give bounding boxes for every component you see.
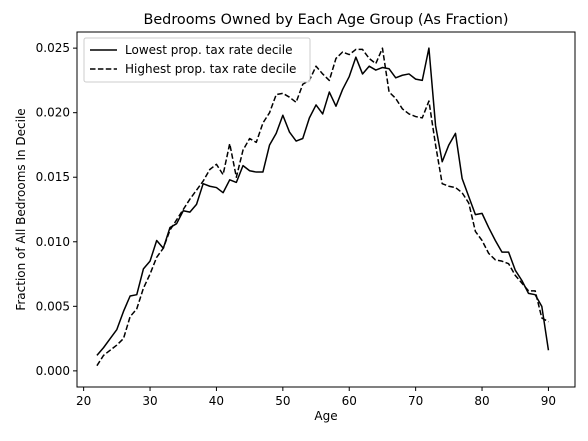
x-tick-label: 30 bbox=[142, 394, 157, 408]
y-tick-label: 0.025 bbox=[36, 41, 70, 55]
x-axis-label: Age bbox=[314, 409, 337, 423]
y-tick-label: 0.005 bbox=[36, 299, 70, 313]
x-tick-label: 20 bbox=[76, 394, 91, 408]
x-tick-label: 70 bbox=[408, 394, 423, 408]
x-tick-label: 80 bbox=[474, 394, 489, 408]
chart-title: Bedrooms Owned by Each Age Group (As Fra… bbox=[143, 12, 508, 28]
series-line-highest-decile bbox=[96, 47, 549, 367]
legend-label-lowest-decile: Lowest prop. tax rate decile bbox=[125, 43, 292, 57]
y-axis-label: Fraction of All Bedrooms In Decile bbox=[14, 108, 28, 310]
plot-area-frame bbox=[76, 31, 576, 388]
x-axis: 20 30 40 50 60 70 80 90 bbox=[76, 387, 556, 408]
x-tick-label: 60 bbox=[342, 394, 357, 408]
series-line-lowest-decile bbox=[96, 47, 550, 356]
legend: Lowest prop. tax rate decile Highest pro… bbox=[83, 37, 311, 83]
y-tick-label: 0.000 bbox=[36, 364, 70, 378]
legend-box bbox=[83, 37, 311, 83]
y-tick-label: 0.015 bbox=[36, 170, 70, 184]
x-tick-label: 90 bbox=[541, 394, 556, 408]
legend-label-highest-decile: Highest prop. tax rate decile bbox=[125, 62, 296, 76]
y-tick-label: 0.020 bbox=[36, 106, 70, 120]
y-tick-label: 0.010 bbox=[36, 235, 70, 249]
x-tick-label: 50 bbox=[275, 394, 290, 408]
x-tick-label: 40 bbox=[209, 394, 224, 408]
series-layer bbox=[96, 47, 550, 367]
y-axis: 0.000 0.005 0.010 0.015 0.020 0.025 bbox=[36, 41, 77, 378]
